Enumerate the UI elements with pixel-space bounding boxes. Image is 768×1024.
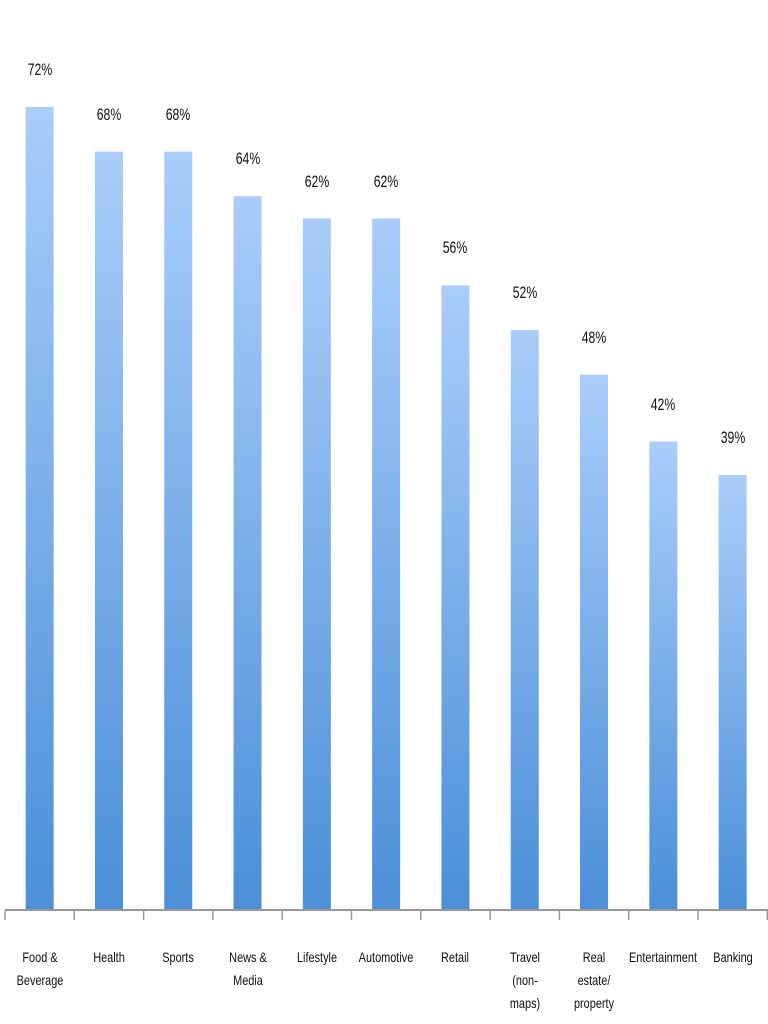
data-label: 72% [27,60,52,79]
data-label: 68% [96,104,122,124]
bar [510,330,539,910]
category-label: Sports [162,949,195,965]
category-label: Health [93,949,125,965]
data-label: 48% [581,327,607,347]
data-label: 42% [651,394,676,414]
category-label: Entertainment [629,949,698,965]
data-label: 64% [235,149,260,169]
data-label: 62% [304,171,330,191]
data-label: 52% [512,283,538,303]
bar [233,196,262,910]
bar [718,475,747,910]
data-label: 62% [373,171,399,191]
category-label: Lifestyle [296,949,337,965]
data-label: 56% [443,238,468,258]
bar [441,285,470,910]
category-label: Retail [441,949,470,965]
bar [649,441,678,910]
bar [580,374,609,911]
bar [302,218,331,910]
category-label: Food & Beverage [16,949,64,988]
category-label: Banking [712,949,753,965]
bar [372,218,401,910]
category-label: News & Media [228,949,267,988]
bar [25,107,54,910]
data-label: 39% [720,428,745,448]
data-label: 68% [165,104,191,124]
bar [164,151,193,911]
category-label: Travel (non-maps) [509,949,540,1011]
bar [94,151,123,911]
category-label: Automotive [358,949,414,965]
category-label: Real estate/ property [574,949,615,1011]
